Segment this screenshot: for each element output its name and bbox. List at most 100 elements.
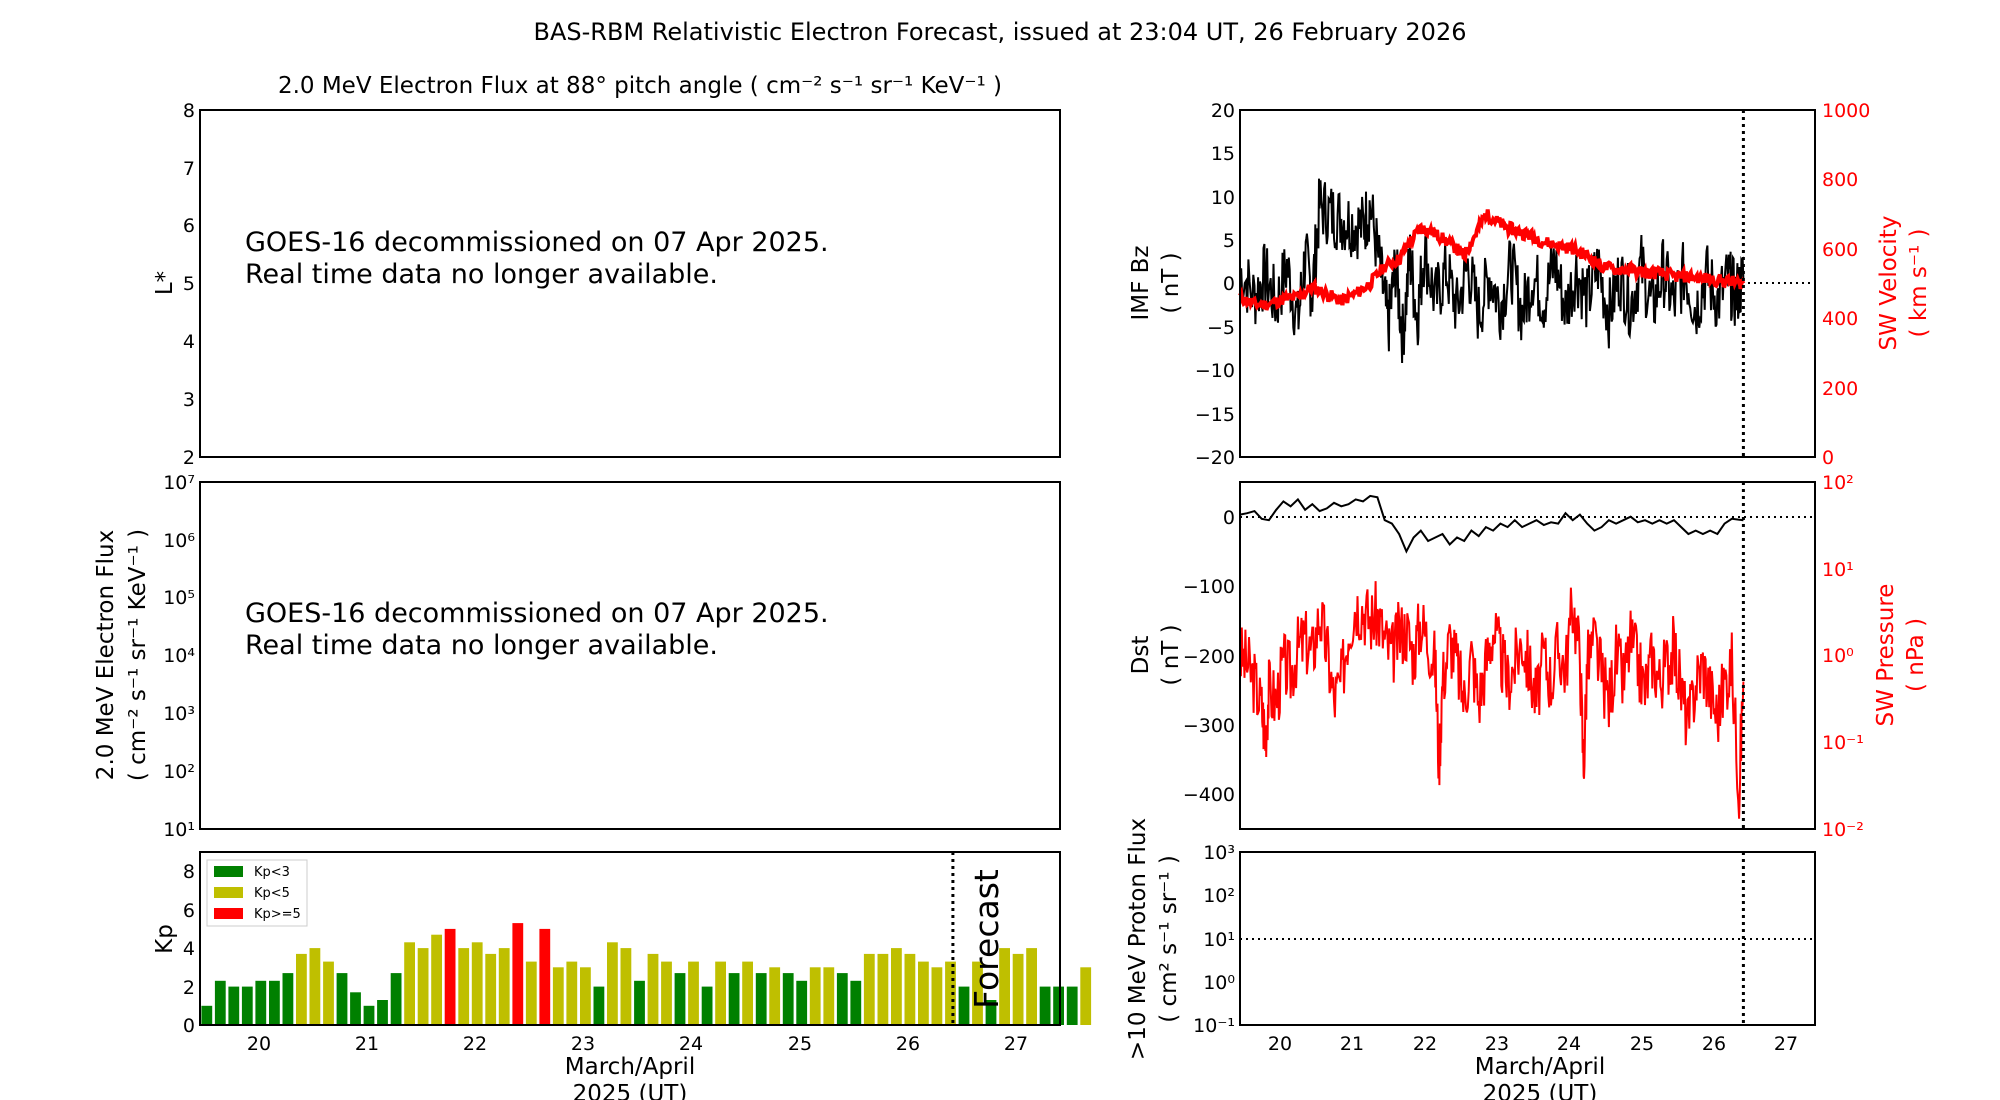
eflux-annotation-line2: Real time data no longer available. — [245, 630, 718, 661]
kp-bar — [282, 973, 294, 1025]
imf-ylabel-line1: IMF Bz — [1128, 245, 1154, 320]
kp-xtick: 21 — [355, 1033, 379, 1055]
kp-bar — [350, 992, 361, 1025]
kp-xtick: 20 — [247, 1033, 271, 1055]
kp-bar — [688, 961, 699, 1025]
eflux-ytick: 10⁶ — [163, 530, 195, 552]
imf-ytick: 15 — [1211, 143, 1235, 165]
kp-bar — [512, 923, 524, 1025]
dst-ytick: −200 — [1183, 646, 1235, 668]
dst-y2tick: 10⁰ — [1822, 645, 1854, 667]
kp-ytick: 8 — [183, 861, 195, 883]
kp-bar — [904, 953, 916, 1025]
kp-bar — [363, 1005, 375, 1025]
kp-bar — [1012, 953, 1024, 1025]
dst-y2tick: 10² — [1822, 472, 1854, 494]
kp-xtick: 27 — [1004, 1033, 1028, 1055]
proton-ytick: 10³ — [1203, 842, 1235, 864]
lstar-ytick: 6 — [183, 215, 195, 237]
imf-y2tick: 200 — [1822, 378, 1858, 400]
proton-xtick: 25 — [1630, 1033, 1654, 1055]
kp-bar — [431, 934, 442, 1025]
eflux-ytick: 10² — [163, 761, 195, 783]
kp-bar — [1026, 948, 1037, 1025]
kp-forecast-label: Forecast — [967, 869, 1006, 1009]
eflux-ylabel-line1: 2.0 MeV Electron Flux — [93, 530, 119, 780]
imf-y2tick: 600 — [1822, 239, 1858, 261]
kp-bar — [809, 967, 821, 1025]
eflux-ytick: 10⁴ — [163, 645, 195, 667]
kp-xtick: 26 — [896, 1033, 920, 1055]
imf-ytick: −15 — [1195, 404, 1235, 426]
kp-bar — [620, 948, 632, 1025]
dst-yticks: −400 −300 −200 −100 0 — [1183, 507, 1235, 806]
kp-bar — [1039, 986, 1051, 1025]
proton-xtick: 22 — [1413, 1033, 1437, 1055]
dst-series — [1239, 494, 1744, 554]
proton-panel: >10 MeV Proton Flux ( cm² s⁻¹ sr⁻¹ ) 10⁻… — [1125, 818, 1816, 1100]
kp-ytick: 0 — [183, 1015, 195, 1037]
kp-bar — [1080, 967, 1092, 1025]
kp-bar — [945, 961, 956, 1025]
imf-ytick: 10 — [1211, 187, 1235, 209]
imf-ytick: 0 — [1223, 273, 1235, 295]
proton-ytick: 10⁻¹ — [1193, 1015, 1235, 1037]
kp-bars — [201, 923, 1092, 1025]
kp-bar — [958, 986, 970, 1025]
kp-xlabel-line2: 2025 (UT) — [573, 1081, 688, 1100]
eflux-ytick: 10³ — [163, 703, 195, 725]
kp-legend-swatch-mid — [214, 887, 243, 898]
proton-xtick: 23 — [1485, 1033, 1509, 1055]
imf-panel: IMF Bz ( nT ) −20 −15 −10 −5 0 5 10 15 2… — [1128, 100, 1932, 469]
kp-bar — [728, 973, 740, 1025]
imf-axes — [1239, 109, 1816, 458]
dst-y2label-line1: SW Pressure — [1873, 584, 1899, 727]
kp-bar — [891, 948, 902, 1025]
proton-yticks: 10⁻¹ 10⁰ 10¹ 10² 10³ — [1193, 842, 1235, 1037]
imf-y2tick: 1000 — [1822, 100, 1870, 122]
kp-bar — [796, 980, 808, 1025]
imf-bz-series — [1239, 178, 1745, 364]
kp-bar — [701, 986, 713, 1025]
kp-xtick: 22 — [463, 1033, 487, 1055]
kp-legend-label-low: Kp<3 — [254, 865, 290, 880]
kp-bar — [390, 973, 402, 1025]
lstar-ytick: 7 — [183, 158, 195, 180]
kp-bar — [877, 953, 889, 1025]
dst-ytick: −400 — [1183, 784, 1235, 806]
imf-y2label-line1: SW Velocity — [1876, 216, 1902, 351]
sw-velocity-series — [1238, 209, 1746, 312]
kp-xtick: 25 — [788, 1033, 812, 1055]
imf-ytick: 5 — [1223, 230, 1235, 252]
kp-ytick: 6 — [183, 900, 195, 922]
proton-xtick: 20 — [1268, 1033, 1292, 1055]
kp-bar — [742, 961, 753, 1025]
kp-bar — [323, 961, 334, 1025]
dst-ytick: 0 — [1223, 507, 1235, 529]
imf-ylabel-line2: ( nT ) — [1158, 252, 1184, 313]
lstar-yticks: 2 3 4 5 6 7 8 — [183, 100, 195, 469]
eflux-panel: 2.0 MeV Electron Flux ( cm⁻² s⁻¹ sr⁻¹ Ke… — [93, 472, 1061, 841]
kp-bar — [377, 1000, 388, 1025]
kp-bar — [498, 948, 510, 1025]
dst-y2label-line2: ( nPa ) — [1903, 618, 1929, 692]
figure-title: BAS-RBM Relativistic Electron Forecast, … — [534, 18, 1467, 46]
kp-bar — [674, 973, 686, 1025]
kp-bar — [485, 953, 497, 1025]
kp-panel: Forecast Kp 0 2 4 6 8 20 21 22 23 24 25 … — [152, 851, 1092, 1100]
kp-bar — [444, 928, 456, 1025]
lstar-ytick: 5 — [183, 273, 195, 295]
imf-y2ticks: 0 200 400 600 800 1000 — [1822, 100, 1870, 469]
kp-yticks: 0 2 4 6 8 — [183, 861, 195, 1037]
dst-y2tick: 10⁻¹ — [1822, 732, 1864, 754]
kp-bar — [255, 980, 267, 1025]
kp-bar — [566, 961, 578, 1025]
imf-y2tick: 800 — [1822, 169, 1858, 191]
imf-y2tick: 400 — [1822, 308, 1858, 330]
dst-ylabel-line2: ( nT ) — [1158, 624, 1184, 685]
lstar-ytick: 3 — [183, 389, 195, 411]
kp-bar — [999, 948, 1010, 1025]
kp-bar — [241, 986, 253, 1025]
kp-bar — [201, 1005, 213, 1025]
kp-bar — [972, 961, 983, 1025]
